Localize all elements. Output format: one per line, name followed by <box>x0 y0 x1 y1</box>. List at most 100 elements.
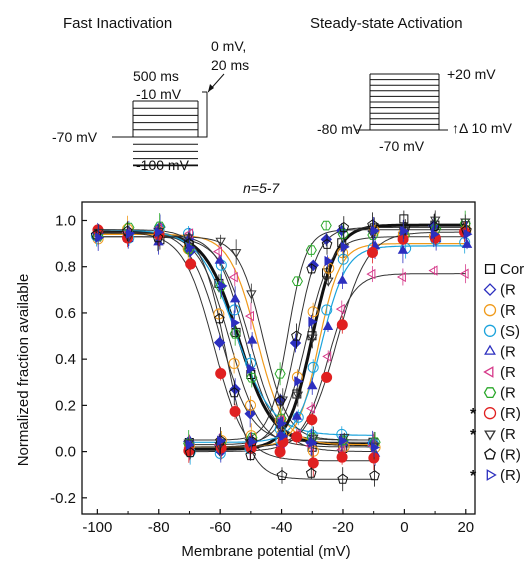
activation-point <box>307 380 318 390</box>
inactivation-point <box>246 290 257 300</box>
activation-fit-curve <box>189 229 466 441</box>
legend-marker <box>483 366 494 378</box>
inactivation-point <box>185 258 197 270</box>
inactivation-point <box>305 467 317 478</box>
inactivation-point <box>229 293 241 303</box>
legend-label: (R <box>500 426 516 443</box>
activation-fit-curve <box>189 223 466 451</box>
activation-fit-curve <box>189 236 466 446</box>
activation-point <box>366 247 378 258</box>
activation-point <box>305 245 317 255</box>
activation-point <box>306 263 317 274</box>
x-tick-label: -60 <box>209 519 231 536</box>
inactivation-point <box>337 435 349 446</box>
activation-point <box>459 236 471 248</box>
fast-inactivation-title: Fast Inactivation <box>63 15 172 32</box>
y-axis-ticks: -0.2 0.0 0.2 0.4 0.6 0.8 1.0 <box>50 212 87 507</box>
inactivation-point <box>338 435 348 446</box>
fi-waveform <box>112 91 208 138</box>
inactivation-point <box>231 327 241 337</box>
activation-point <box>460 218 471 228</box>
activation-point <box>294 376 304 387</box>
inactivation-point <box>214 313 225 324</box>
legend-label: (R <box>500 385 516 402</box>
y-tick-label: 0.0 <box>55 444 76 461</box>
activation-point <box>184 446 196 458</box>
activation-point <box>185 439 195 451</box>
activation-point <box>396 271 406 283</box>
data-points <box>90 210 473 492</box>
inactivation-point <box>336 451 348 463</box>
activation-point <box>370 225 380 236</box>
activation-point <box>400 225 410 237</box>
inactivation-point <box>155 227 165 238</box>
inactivation-point <box>186 242 196 253</box>
ssa-min-step-label: -70 mV <box>379 138 425 154</box>
activation-point <box>308 316 318 327</box>
inactivation-point <box>229 383 241 395</box>
activation-point <box>428 265 438 276</box>
activation-point <box>335 303 345 315</box>
inactivation-point <box>307 445 319 457</box>
inactivation-point <box>214 254 225 264</box>
inactivation-point <box>152 231 164 243</box>
activation-point <box>292 391 304 401</box>
activation-point <box>215 435 226 446</box>
inactivation-point <box>215 237 226 247</box>
activation-point <box>306 403 315 414</box>
activation-point <box>307 306 319 318</box>
activation-point <box>289 337 302 349</box>
inactivation-point <box>337 473 349 484</box>
inactivation-point <box>213 308 225 320</box>
y-tick-label: 1.0 <box>55 212 76 229</box>
activation-point <box>463 228 473 240</box>
activation-point <box>322 320 334 330</box>
activation-point <box>274 368 286 379</box>
x-tick-label: -20 <box>332 519 354 536</box>
inactivation-point <box>213 246 222 257</box>
activation-point <box>337 274 348 284</box>
inactivation-point <box>307 457 319 469</box>
activation-point <box>336 319 348 331</box>
inactivation-point <box>228 271 238 283</box>
y-tick-label: 0.8 <box>55 259 76 276</box>
legend-label: (R <box>500 302 516 319</box>
inactivation-point <box>371 442 381 453</box>
activation-point <box>274 395 286 406</box>
activation-point <box>248 436 258 447</box>
inactivation-point <box>246 363 256 374</box>
legend-marker <box>484 448 496 460</box>
significance-star: * <box>470 406 477 423</box>
activation-point <box>291 276 303 286</box>
fi-test-pulse-label: 0 mV, <box>211 38 246 54</box>
legend-label: Cor <box>500 261 524 278</box>
legend-marker <box>484 430 496 441</box>
activation-point <box>321 304 333 316</box>
activation-point <box>321 238 333 249</box>
activation-fit-curve <box>189 273 466 448</box>
inactivation-point <box>276 469 288 480</box>
inactivation-point <box>215 281 227 292</box>
inactivation-point <box>246 334 258 344</box>
legend-label: (R) <box>500 405 521 422</box>
inactivation-point <box>126 228 136 239</box>
plot-area: n=5-7 -100 -80 -60 -40 -20 0 20 -0.2 0.0 0.2 0.4 0… <box>15 180 476 560</box>
inactivation-fit-curve <box>97 231 374 462</box>
inactivation-point <box>274 446 286 458</box>
activation-point <box>291 431 303 443</box>
inactivation-point <box>229 304 241 316</box>
activation-point <box>337 229 349 239</box>
legend-label: (R) <box>500 467 521 484</box>
activation-point <box>292 411 304 423</box>
legend-marker <box>483 324 497 337</box>
inactivation-point <box>245 449 256 461</box>
x-axis-ticks: -100 -80 -60 -40 -20 0 20 <box>82 509 474 536</box>
activation-point <box>399 214 409 224</box>
fi-test-duration-label: 20 ms <box>211 57 249 73</box>
ssa-max-step-label: +20 mV <box>447 66 496 82</box>
legend-label: (R) <box>500 446 521 463</box>
activation-point <box>307 331 317 341</box>
activation-point <box>337 253 349 265</box>
x-axis-label: Membrane potential (mV) <box>181 543 350 560</box>
